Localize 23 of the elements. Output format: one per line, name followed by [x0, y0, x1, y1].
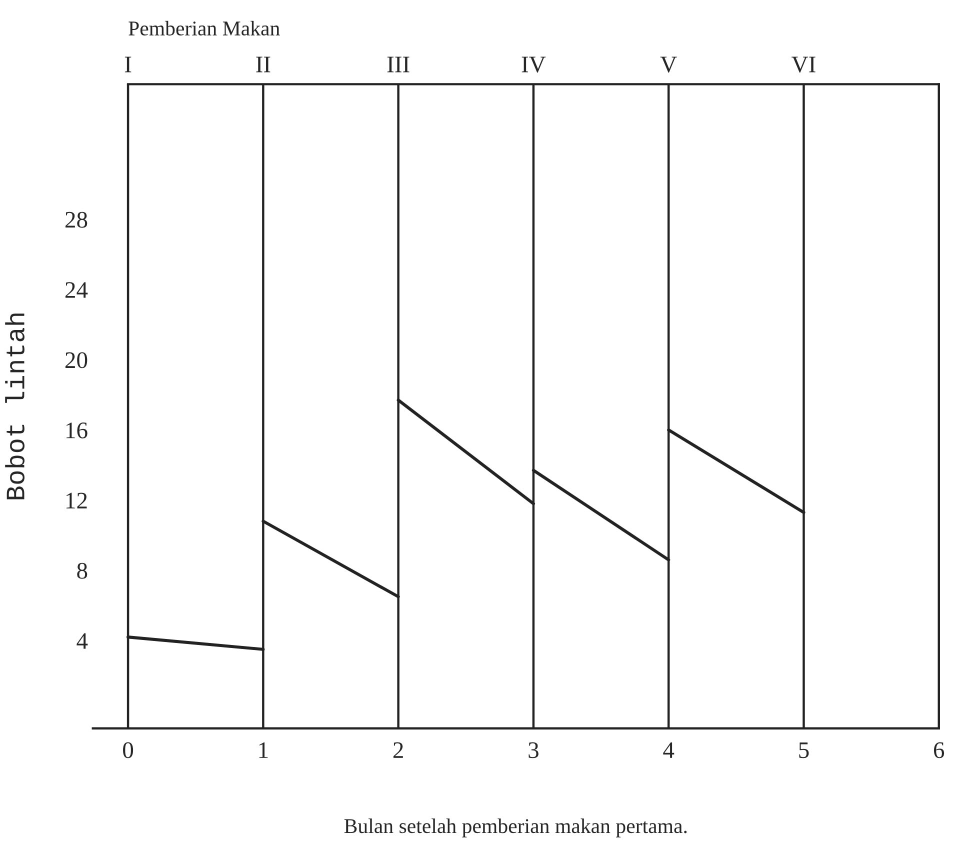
x-tick-label: 1 [259, 742, 268, 758]
x-tick-label: 2 [393, 742, 403, 758]
x-tick-label: 4 [663, 742, 674, 758]
x-tick-label: 0 [123, 742, 134, 758]
ref-line-label: IV [522, 56, 546, 73]
x-tick-label: 3 [528, 742, 538, 758]
x-tick-label: 5 [799, 742, 809, 758]
ref-line-label: III [387, 56, 410, 72]
y-tick-label: 12 [66, 492, 87, 508]
y-tick-label: 16 [66, 422, 88, 438]
ref-line-label: I [124, 56, 132, 72]
y-tick-label: 8 [77, 562, 88, 579]
y-tick-label: 24 [65, 282, 88, 298]
y-tick-label: 28 [65, 212, 88, 228]
x-axis-title: Bulan setelah pemberian makan pertama. [344, 818, 687, 838]
x-tick-label: 6 [934, 742, 944, 758]
text: Pemberian Makan [128, 20, 280, 36]
ref-line-label: VI [792, 56, 816, 73]
ref-line-label: V [660, 56, 677, 73]
y-tick-label: 20 [65, 352, 88, 368]
ref-line-label: II [256, 56, 270, 72]
y-axis-title: Bobot lintah [5, 314, 24, 500]
y-tick-label: 4 [76, 633, 88, 649]
